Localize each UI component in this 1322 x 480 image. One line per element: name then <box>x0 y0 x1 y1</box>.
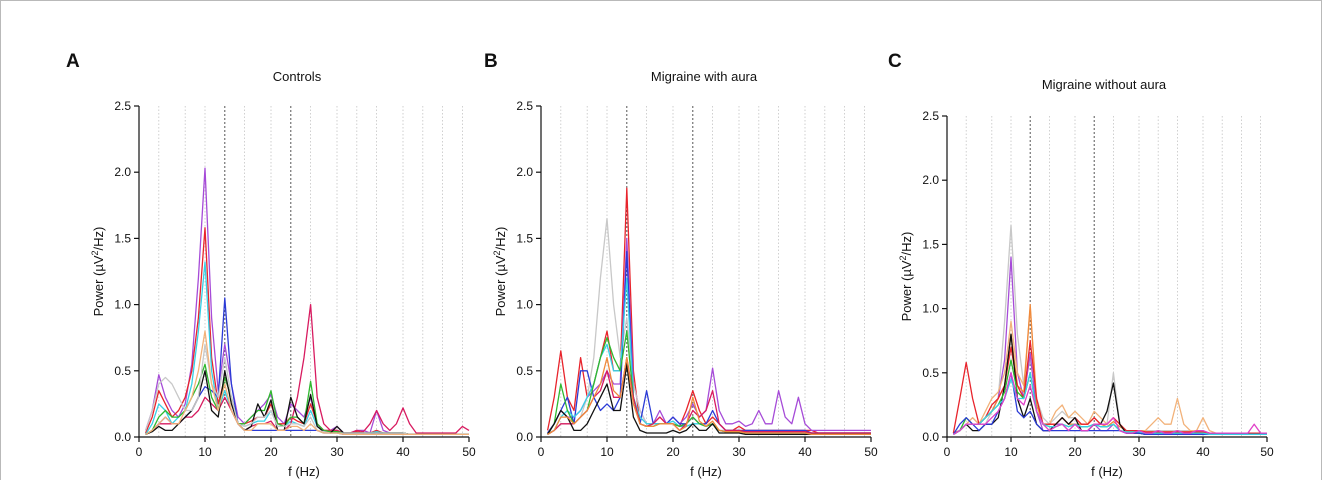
x-tick-label: 10 <box>198 445 212 459</box>
y-tick-label: 0.0 <box>114 430 131 444</box>
chart-title: Controls <box>273 69 322 84</box>
series-line-1 <box>144 167 469 436</box>
x-tick-label: 30 <box>1132 445 1146 459</box>
y-tick-label: 1.0 <box>114 298 131 312</box>
series-line-7 <box>547 356 871 435</box>
x-tick-label: 20 <box>666 445 680 459</box>
y-axis-label: Power (µV2/Hz) <box>898 232 914 322</box>
y-tick-label: 2.5 <box>114 99 131 113</box>
x-tick-label: 0 <box>538 445 545 459</box>
x-tick-label: 50 <box>462 445 476 459</box>
y-tick-label: 0.5 <box>114 364 131 378</box>
series-line-1 <box>546 187 871 434</box>
y-tick-label: 0.0 <box>922 430 939 444</box>
x-tick-label: 0 <box>136 445 143 459</box>
y-axis-label: Power (µV2/Hz) <box>492 227 508 317</box>
y-tick-label: 1.0 <box>922 302 939 316</box>
y-tick-label: 0.5 <box>922 366 939 380</box>
series-line-9 <box>547 356 871 436</box>
x-tick-label: 10 <box>1004 445 1018 459</box>
y-tick-label: 1.5 <box>516 231 533 245</box>
chart-title: Migraine without aura <box>1042 77 1167 92</box>
x-tick-label: 0 <box>944 445 951 459</box>
series-line-5 <box>547 277 871 436</box>
y-tick-label: 0.0 <box>516 430 533 444</box>
x-tick-label: 30 <box>330 445 344 459</box>
y-tick-label: 2.5 <box>922 109 939 123</box>
series-line-6 <box>547 330 871 436</box>
x-axis-label: f (Hz) <box>288 464 320 479</box>
x-tick-label: 10 <box>600 445 614 459</box>
chart-panel-c: C Migraine without aura 0 10 20 30 40 50 0.0 0.5 1… <box>888 51 1274 479</box>
y-tick-label: 0.5 <box>516 364 533 378</box>
y-tick-label: 1.5 <box>114 231 131 245</box>
y-axis-label: Power (µV2/Hz) <box>90 227 106 317</box>
x-tick-label: 20 <box>264 445 278 459</box>
x-tick-label: 40 <box>1196 445 1210 459</box>
y-tick-label: 2.0 <box>922 173 939 187</box>
y-tick-label: 2.0 <box>114 165 131 179</box>
chart-title: Migraine with aura <box>651 69 758 84</box>
x-tick-label: 50 <box>864 445 878 459</box>
series-line-9 <box>145 330 469 436</box>
y-tick-label: 2.0 <box>516 165 533 179</box>
chart-panel-a: A Controls 0 10 20 30 40 50 0.0 0.5 1.0 1.5 2.0 2.5 f … <box>66 51 476 479</box>
y-tick-label: 2.5 <box>516 99 533 113</box>
x-axis-label: f (Hz) <box>1091 464 1123 479</box>
series-line-5 <box>145 303 470 435</box>
series-line-10 <box>953 372 1267 435</box>
panel-letter: A <box>66 51 80 72</box>
panel-letter: B <box>484 51 498 72</box>
x-tick-label: 40 <box>396 445 410 459</box>
x-tick-label: 50 <box>1260 445 1274 459</box>
x-tick-label: 40 <box>798 445 812 459</box>
panel-letter: C <box>888 51 902 72</box>
y-tick-label: 1.5 <box>922 237 939 251</box>
x-axis-label: f (Hz) <box>690 464 722 479</box>
chart-panel-b: B Migraine with aura 0 10 20 30 40 50 0.0 0.5 1.0 1… <box>484 51 878 479</box>
series-line-6 <box>145 363 469 436</box>
y-tick-label: 1.0 <box>516 298 533 312</box>
x-tick-label: 30 <box>732 445 746 459</box>
x-tick-label: 20 <box>1068 445 1082 459</box>
